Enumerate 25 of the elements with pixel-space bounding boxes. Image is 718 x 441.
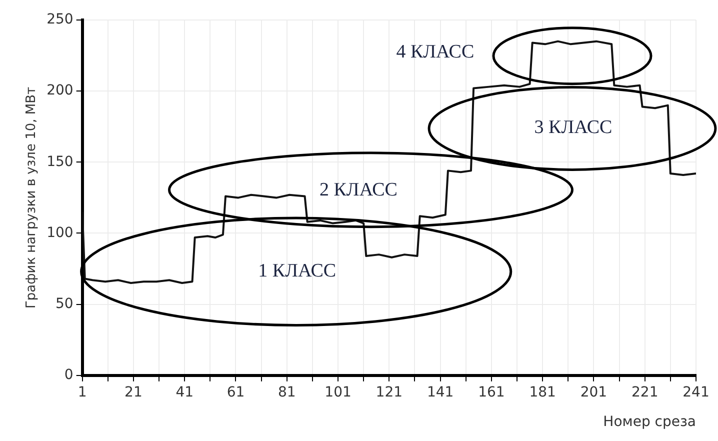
x-tick-label: 181 (529, 384, 556, 400)
annotation: 2 КЛАСС (320, 180, 398, 201)
x-tick-label: 101 (324, 384, 352, 400)
x-tick-label: 81 (278, 384, 296, 400)
annotation: 1 КЛАСС (258, 260, 336, 282)
x-tick-label: 221 (631, 384, 658, 400)
x-axis-title: Номер среза (603, 414, 696, 430)
x-tick-label: 141 (426, 384, 454, 400)
x-tick-label: 21 (124, 384, 142, 400)
x-tick-label: 41 (176, 384, 194, 400)
annotation: 4 КЛАСС (396, 42, 474, 63)
x-tick-label: 161 (478, 384, 505, 400)
y-axis-title: График нагрузки в узле 10, МВт (24, 86, 40, 309)
y-tick-label: 100 (46, 224, 74, 241)
x-tick-label: 121 (376, 384, 403, 400)
y-tick-label: 0 (64, 367, 74, 384)
y-tick-label: 250 (46, 12, 74, 28)
y-tick-label: 150 (46, 154, 74, 170)
x-tick-label: 1 (78, 384, 87, 400)
x-tick-label: 201 (580, 384, 608, 400)
y-tick-label: 200 (46, 82, 74, 99)
x-tick-label: 241 (682, 384, 710, 400)
y-tick-label: 50 (55, 296, 74, 312)
annotation: 3 КЛАСС (534, 117, 612, 138)
x-tick-label: 61 (226, 384, 245, 400)
